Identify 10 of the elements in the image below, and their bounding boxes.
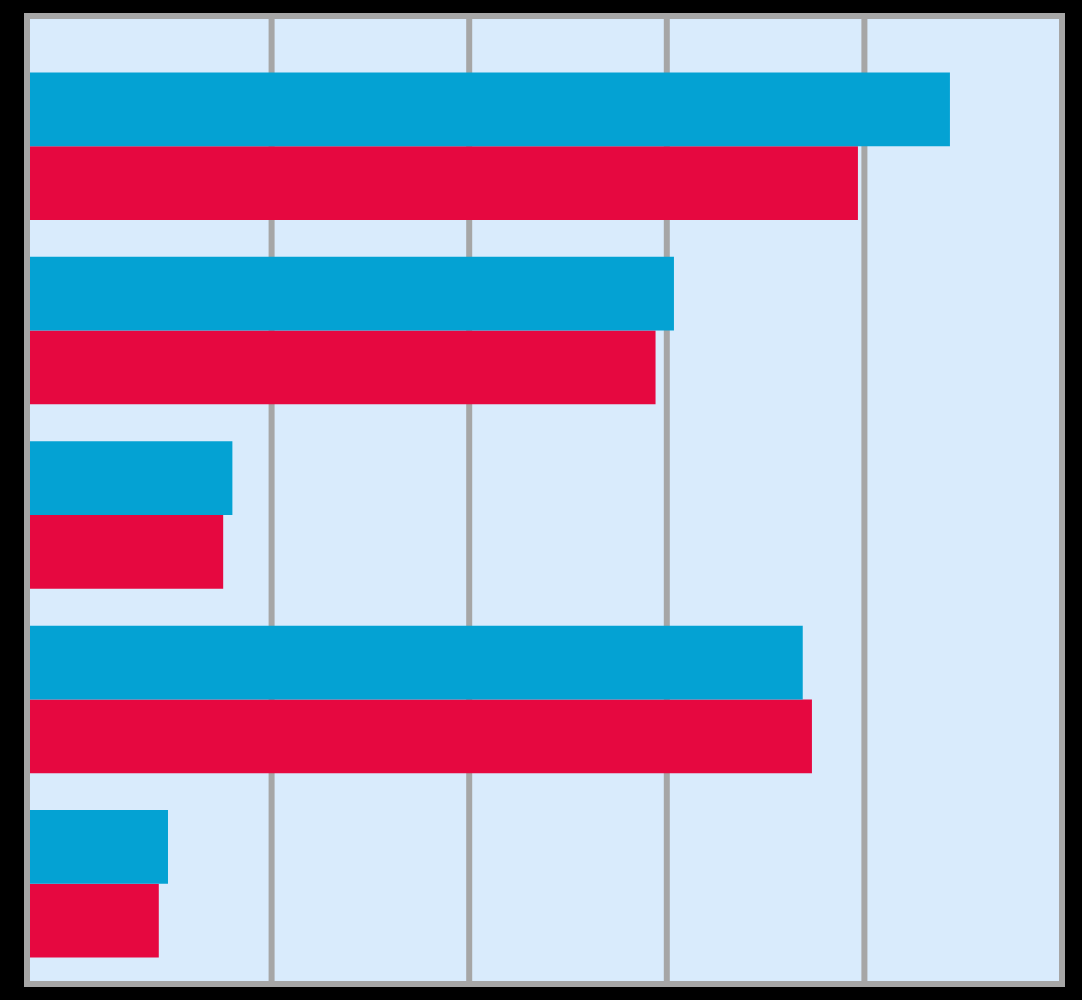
- bar: [30, 256, 674, 331]
- bar: [30, 146, 858, 220]
- bar: [30, 699, 812, 774]
- bar: [30, 883, 159, 958]
- bar: [30, 625, 803, 700]
- bar: [30, 515, 224, 589]
- bar: [30, 441, 233, 515]
- bar: [30, 330, 656, 405]
- bar: [30, 810, 168, 884]
- bar: [30, 72, 950, 147]
